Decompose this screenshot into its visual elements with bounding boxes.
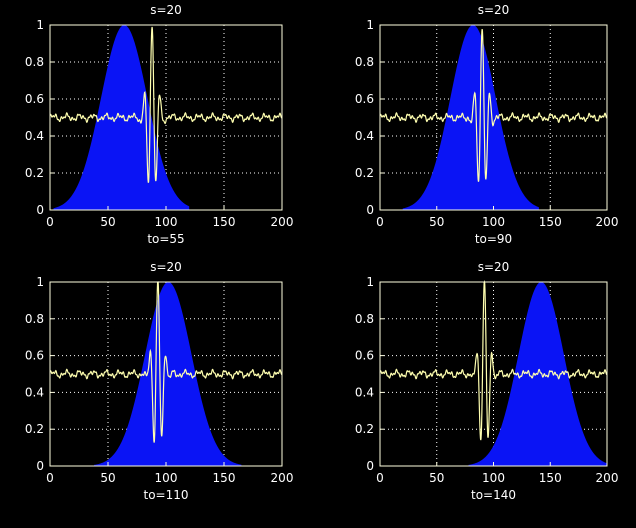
y-tick-label: 0 bbox=[366, 203, 374, 217]
gaussian-window-area bbox=[402, 25, 539, 210]
x-axis-label: to=110 bbox=[143, 488, 188, 502]
y-tick-label: 0.2 bbox=[355, 166, 374, 180]
x-tick-label: 100 bbox=[155, 471, 178, 485]
x-tick-label: 200 bbox=[596, 471, 619, 485]
chart-title: s=20 bbox=[150, 260, 182, 274]
x-tick-label: 0 bbox=[376, 471, 384, 485]
y-tick-label: 0.4 bbox=[25, 385, 44, 399]
y-tick-label: 0.8 bbox=[355, 55, 374, 69]
x-tick-label: 150 bbox=[213, 215, 236, 229]
y-tick-label: 1 bbox=[366, 18, 374, 32]
x-tick-label: 200 bbox=[596, 215, 619, 229]
subplot-3: 0 50 100 150 200 0 0.2 0.4 0.6 0.8 1 s=20 to=110 bbox=[25, 260, 294, 502]
y-tick-label: 1 bbox=[36, 275, 44, 289]
x-tick-label: 150 bbox=[213, 471, 236, 485]
x-tick-label: 50 bbox=[100, 215, 115, 229]
wavelet-signal-line bbox=[49, 26, 283, 183]
x-tick-label: 0 bbox=[46, 471, 54, 485]
wavelet-signal-line bbox=[379, 279, 608, 441]
y-tick-label: 0.2 bbox=[25, 422, 44, 436]
y-tick-label: 0.8 bbox=[25, 312, 44, 326]
subplot-4: 0 50 100 150 200 0 0.2 0.4 0.6 0.8 1 s=20 to=140 bbox=[355, 260, 619, 502]
subplot-1: 0 50 100 150 200 0 0.2 0.4 0.6 0.8 1 s=20 to=55 bbox=[25, 3, 294, 246]
y-tick-label: 0.8 bbox=[355, 312, 374, 326]
wavelet-signal-line bbox=[49, 281, 283, 443]
x-tick-label: 0 bbox=[376, 215, 384, 229]
y-tick-label: 0.6 bbox=[25, 92, 44, 106]
subplot-2: 0 50 100 150 200 0 0.2 0.4 0.6 0.8 1 s=20 to=90 bbox=[355, 3, 619, 246]
y-tick-label: 0 bbox=[366, 459, 374, 473]
y-tick-label: 1 bbox=[36, 18, 44, 32]
x-tick-label: 150 bbox=[539, 471, 562, 485]
x-tick-label: 200 bbox=[271, 471, 294, 485]
x-tick-label: 50 bbox=[429, 215, 444, 229]
y-tick-label: 0.6 bbox=[355, 92, 374, 106]
x-tick-label: 100 bbox=[482, 471, 505, 485]
y-tick-label: 0.4 bbox=[355, 129, 374, 143]
x-axis-label: to=55 bbox=[147, 232, 184, 246]
y-tick-label: 0.2 bbox=[25, 166, 44, 180]
y-tick-label: 0.8 bbox=[25, 55, 44, 69]
chart-title: s=20 bbox=[478, 3, 510, 17]
y-tick-label: 1 bbox=[366, 275, 374, 289]
x-tick-label: 150 bbox=[539, 215, 562, 229]
y-tick-label: 0.6 bbox=[25, 349, 44, 363]
y-tick-label: 0.2 bbox=[355, 422, 374, 436]
chart-title: s=20 bbox=[150, 3, 182, 17]
x-tick-label: 100 bbox=[155, 215, 178, 229]
wavelet-signal-line bbox=[379, 28, 608, 182]
y-tick-label: 0.4 bbox=[25, 129, 44, 143]
x-tick-label: 50 bbox=[429, 471, 444, 485]
y-tick-label: 0.4 bbox=[355, 385, 374, 399]
chart-title: s=20 bbox=[478, 260, 510, 274]
x-axis-label: to=90 bbox=[475, 232, 512, 246]
x-tick-label: 0 bbox=[46, 215, 54, 229]
x-tick-label: 50 bbox=[100, 471, 115, 485]
x-tick-label: 100 bbox=[482, 215, 505, 229]
x-axis-label: to=140 bbox=[471, 488, 516, 502]
y-tick-label: 0 bbox=[36, 459, 44, 473]
y-tick-label: 0.6 bbox=[355, 349, 374, 363]
x-tick-label: 200 bbox=[271, 215, 294, 229]
y-tick-label: 0 bbox=[36, 203, 44, 217]
